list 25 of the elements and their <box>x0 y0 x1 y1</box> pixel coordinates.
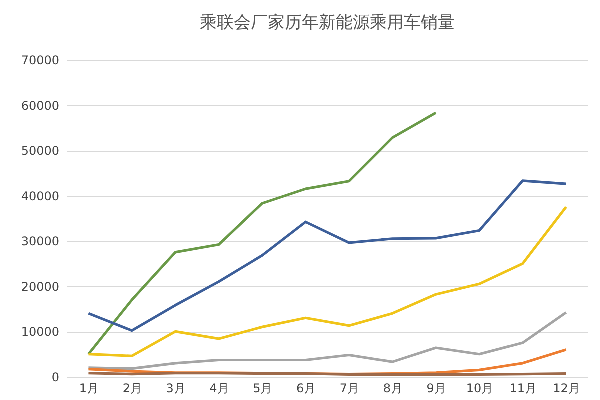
x-tick-label: 8月 <box>383 382 403 396</box>
y-tick-label: 0 <box>52 370 60 384</box>
x-tick-label: 9月 <box>426 382 446 396</box>
y-tick-label: 30000 <box>21 234 60 249</box>
x-tick-label: 3月 <box>166 382 186 396</box>
x-tick-label: 2月 <box>122 382 142 396</box>
y-tick-label: 10000 <box>21 325 60 340</box>
x-tick-label: 7月 <box>340 382 360 396</box>
y-tick-label: 50000 <box>21 144 60 158</box>
line-series <box>87 311 568 370</box>
y-tick-label: 20000 <box>21 280 60 294</box>
x-tick-label: 5月 <box>253 382 273 396</box>
line-series <box>87 206 568 358</box>
y-tick-label: 60000 <box>21 98 60 113</box>
y-tick-label: 40000 <box>21 189 60 204</box>
x-tick-label: 6月 <box>296 382 316 396</box>
line-series <box>87 180 568 332</box>
x-tick-label: 10月 <box>466 382 494 396</box>
x-tick-label: 1月 <box>79 382 100 396</box>
x-tick-label: 12月 <box>553 382 580 396</box>
y-tick-label: 70000 <box>21 54 60 68</box>
x-tick-label: 11月 <box>510 382 538 396</box>
x-tick-label: 4月 <box>210 382 230 396</box>
line-series <box>87 112 438 356</box>
chart-title: 乘联会厂家历年新能源乘用车销量 <box>200 13 455 33</box>
